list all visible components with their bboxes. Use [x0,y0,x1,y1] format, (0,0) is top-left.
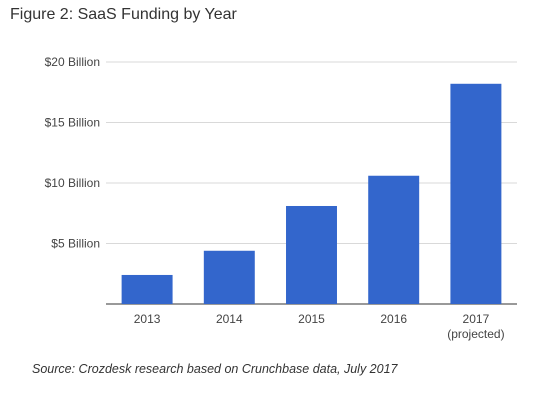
chart-title: Figure 2: SaaS Funding by Year [10,6,237,23]
tick-labels: $5 Billion $10 Billion $15 Billion $20 Bill… [45,55,505,341]
bars [121,83,502,304]
y-tick-label: $20 Billion [45,55,100,69]
y-tick-label: $5 Billion [51,237,100,251]
bar [203,250,255,304]
bar [286,205,337,304]
x-tick-label: 2015 [298,312,325,326]
x-tick-label: 2013 [134,312,161,326]
x-tick-label: 2016 [380,312,407,326]
x-tick-sublabel: (projected) [447,327,504,341]
bar [121,274,173,304]
x-tick-label: 2017 [463,312,490,326]
y-tick-label: $10 Billion [45,176,100,190]
source-note: Source: Crozdesk research based on Crunc… [32,362,398,376]
bar [368,175,420,304]
x-tick-label: 2014 [216,312,243,326]
bar [450,83,502,304]
y-tick-label: $15 Billion [45,116,100,130]
